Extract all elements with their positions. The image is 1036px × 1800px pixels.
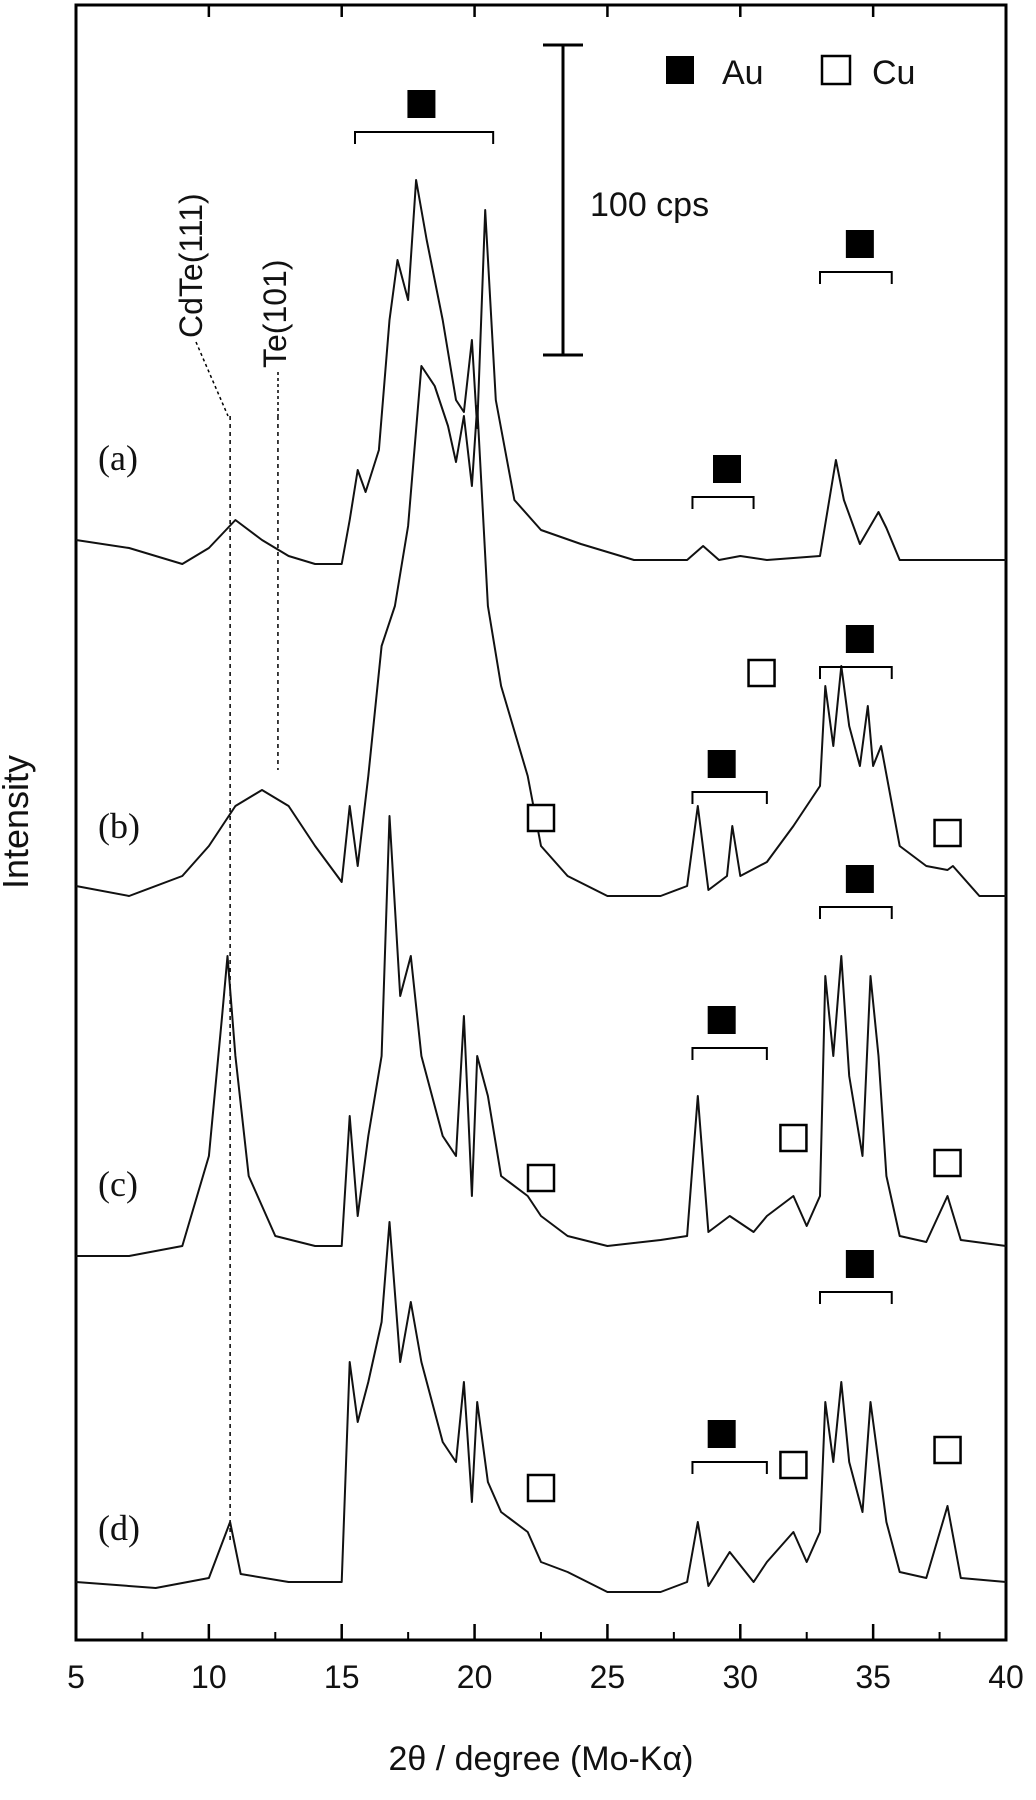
x-tick-label: 15	[324, 1659, 360, 1695]
legend-cu-marker	[820, 54, 852, 86]
au-peak-bracket	[691, 1047, 768, 1060]
x-tick-label: 5	[67, 1659, 85, 1695]
series-label-a: (a)	[98, 438, 138, 478]
au-peak-bracket	[819, 271, 893, 284]
ref-label-cdte-leader	[195, 341, 229, 417]
legend: Au Cu	[666, 54, 915, 92]
cu-peak-marker	[933, 818, 962, 848]
au-peak-bracket	[819, 906, 893, 919]
reference-lines	[229, 416, 279, 1540]
x-tick-label: 35	[855, 1659, 891, 1695]
cu-peak-marker	[779, 1450, 808, 1480]
series-line-b	[75, 365, 1006, 897]
tick-group: 5 10 15 20 25 30 35 40	[67, 5, 1024, 1695]
x-axis-label: 2θ / degree (Mo-Kα)	[388, 1740, 693, 1778]
series-label-c: (c)	[98, 1164, 138, 1204]
cu-peak-marker	[526, 803, 556, 833]
cu-peak-marker	[779, 1123, 808, 1153]
au-peak-marker	[707, 1420, 736, 1448]
scale-bar: 100 cps	[543, 43, 709, 357]
legend-au-marker	[666, 56, 694, 84]
au-peak-marker	[707, 750, 736, 778]
series-line-a	[75, 179, 1006, 565]
au-peak-marker	[845, 1250, 874, 1278]
au-peak-marker	[845, 230, 874, 258]
series-line-c	[76, 815, 1007, 1257]
scale-bar-label: 100 cps	[590, 186, 709, 224]
series-label-b: (b)	[98, 806, 140, 846]
cu-peak-marker	[747, 658, 776, 688]
au-peak-marker	[713, 455, 741, 483]
x-tick-label: 10	[191, 1659, 227, 1695]
cu-peak-marker	[933, 1148, 962, 1178]
x-tick-label: 40	[988, 1659, 1024, 1695]
au-peak-marker	[845, 625, 874, 653]
cu-peak-marker	[526, 1163, 556, 1193]
series-line-d	[75, 1221, 1007, 1593]
legend-cu-label: Cu	[872, 54, 915, 92]
au-peak-bracket	[691, 791, 768, 804]
cu-peak-marker	[933, 1435, 962, 1465]
au-peak-bracket	[691, 1461, 768, 1474]
au-peak-bracket	[691, 496, 755, 509]
ref-label-cdte: CdTe(111)	[173, 193, 209, 338]
series-label-d: (d)	[98, 1508, 140, 1548]
cu-peak-marker	[526, 1473, 556, 1503]
y-axis-label: Intensity	[0, 755, 36, 889]
series-group	[75, 179, 1007, 1593]
x-tick-label: 25	[590, 1659, 626, 1695]
ref-label-te: Te(101)	[257, 260, 293, 369]
au-peak-marker	[845, 865, 874, 893]
au-peak-bracket	[819, 666, 893, 679]
au-peak-bracket	[354, 131, 495, 144]
x-tick-label: 20	[457, 1659, 493, 1695]
au-peak-bracket	[819, 1291, 893, 1304]
au-peak-marker	[707, 1006, 736, 1034]
au-peak-marker	[407, 90, 436, 118]
legend-au-label: Au	[722, 54, 764, 92]
marker-group	[354, 90, 962, 1503]
x-tick-label: 30	[722, 1659, 758, 1695]
